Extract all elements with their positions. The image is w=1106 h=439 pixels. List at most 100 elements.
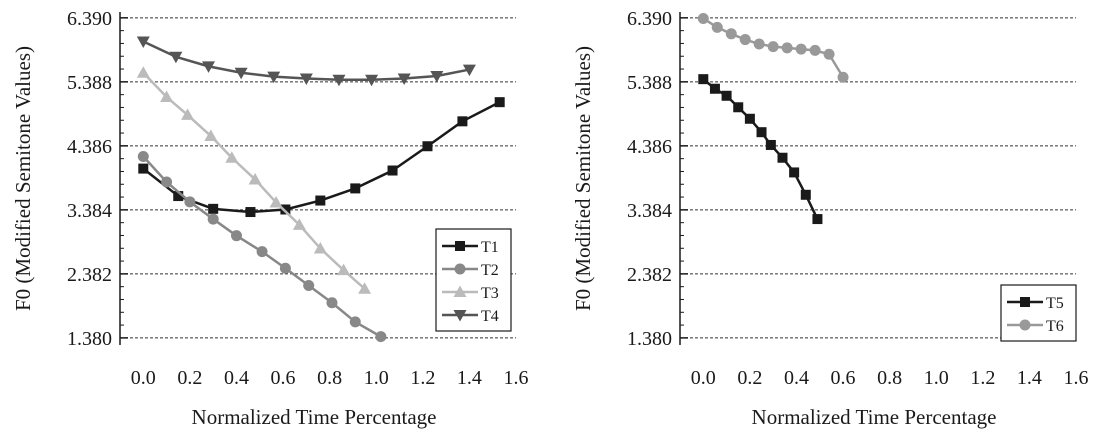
data-point-t2: [349, 316, 361, 328]
legend: T1 T2 T3 T4: [435, 228, 512, 332]
data-point-t3: [204, 129, 218, 142]
data-point-t4: [136, 36, 150, 48]
data-point-t5: [800, 189, 811, 200]
chart-panel-left: 1.380 2.382 3.384 4.386 5.388 6.390 0.0 0.2 0.4 0…: [11, 8, 529, 429]
data-point-t1: [457, 116, 468, 127]
data-point-t2: [137, 150, 149, 162]
y-tick-label: 3.384: [627, 200, 672, 222]
data-point-t5: [733, 102, 744, 113]
data-point-t1: [173, 191, 184, 202]
data-point-t4: [430, 70, 444, 83]
x-tick-label: 1.4: [1017, 367, 1042, 389]
y-axis-title: F0 (Modified Semitone Values): [11, 46, 35, 311]
legend-label-t2: T2: [481, 262, 499, 279]
x-tick-label: 0.2: [177, 367, 202, 389]
data-point-t4: [169, 51, 183, 64]
y-tick-label: 1.380: [627, 328, 672, 350]
series-t4: [136, 36, 476, 87]
data-point-t6: [753, 38, 765, 50]
data-point-t2: [207, 213, 219, 225]
data-point-t1: [138, 163, 149, 174]
data-point-t4: [202, 61, 216, 73]
y-tick-label: 4.386: [67, 136, 112, 158]
data-point-t5: [709, 83, 720, 94]
data-point-t2: [184, 196, 196, 208]
y-tick-label: 2.382: [627, 264, 672, 286]
data-point-t6: [823, 48, 835, 60]
x-tick-label: 1.6: [1064, 367, 1089, 389]
data-point-t6: [837, 71, 849, 83]
data-point-t6: [739, 34, 751, 46]
data-point-t5: [721, 90, 732, 101]
data-point-t1: [350, 183, 361, 194]
legend-marker-t5: [1020, 297, 1030, 307]
legend-marker-t6: [1019, 319, 1031, 331]
data-point-t2: [230, 230, 242, 242]
data-point-t5: [744, 113, 755, 124]
x-tick-label: 0.0: [691, 367, 716, 389]
y-tick-label: 6.390: [627, 8, 672, 30]
data-point-t1: [422, 141, 433, 152]
data-point-t1: [245, 207, 256, 218]
data-point-t6: [809, 44, 821, 56]
data-point-t5: [765, 139, 776, 150]
data-point-t6: [697, 12, 709, 24]
data-point-t4: [365, 74, 379, 87]
legend-label-t3: T3: [481, 285, 499, 302]
data-point-t2: [375, 331, 387, 343]
x-tick-label: 0.8: [317, 367, 342, 389]
x-tick-label: 1.4: [457, 367, 482, 389]
y-tick-label: 2.382: [67, 264, 112, 286]
legend-marker-t1: [455, 241, 465, 251]
legend-label-t6: T6: [1046, 318, 1064, 335]
legend-label-t4: T4: [481, 308, 499, 325]
data-point-t4: [397, 73, 411, 86]
x-tick-label: 0.6: [271, 367, 296, 389]
data-point-t2: [161, 176, 173, 188]
x-tick-label: 1.2: [970, 367, 995, 389]
data-point-t2: [303, 280, 315, 292]
series-t6: [697, 12, 849, 83]
x-tick-label: 1.6: [504, 367, 529, 389]
data-point-t4: [299, 73, 313, 86]
x-tick-label: 1.2: [410, 367, 435, 389]
data-point-t6: [711, 21, 723, 33]
data-point-t1: [494, 97, 505, 108]
x-axis-title: Normalized Time Percentage: [192, 405, 437, 429]
data-point-t2: [326, 297, 338, 309]
data-point-t6: [795, 43, 807, 55]
data-point-t1: [208, 203, 219, 214]
x-tick-label: 0.2: [737, 367, 762, 389]
y-axis-title: F0 (Modified Semitone Values): [571, 46, 595, 311]
data-point-t4: [267, 71, 281, 84]
y-tick-label: 3.384: [67, 200, 112, 222]
data-point-t3: [225, 151, 239, 163]
chart-panel-right: 1.380 2.382 3.384 4.386 5.388 6.390 0.0 0.2 0.4 0…: [571, 8, 1089, 429]
data-point-t3: [358, 282, 372, 294]
series-line-t5: [702, 78, 819, 220]
legend-marker-t2: [454, 263, 466, 275]
data-point-t5: [777, 152, 788, 163]
x-tick-label: 0.4: [784, 367, 809, 389]
data-point-t3: [181, 108, 195, 120]
data-point-t6: [767, 41, 779, 53]
data-point-t3: [160, 90, 174, 103]
x-tick-label: 1.0: [364, 367, 389, 389]
data-point-t1: [387, 165, 398, 176]
data-point-t2: [279, 262, 291, 274]
data-point-t4: [332, 74, 346, 87]
data-point-t5: [789, 167, 800, 178]
data-point-t4: [462, 64, 476, 77]
x-axis-title: Normalized Time Percentage: [752, 405, 997, 429]
x-tick-label: 0.6: [831, 367, 856, 389]
series-t2: [137, 150, 387, 343]
x-tick-label: 0.8: [877, 367, 902, 389]
data-point-t3: [313, 241, 327, 254]
data-point-t3: [248, 172, 262, 185]
y-tick-label: 5.388: [627, 72, 672, 94]
legend-box: [1000, 284, 1077, 342]
data-point-t3: [136, 66, 150, 78]
